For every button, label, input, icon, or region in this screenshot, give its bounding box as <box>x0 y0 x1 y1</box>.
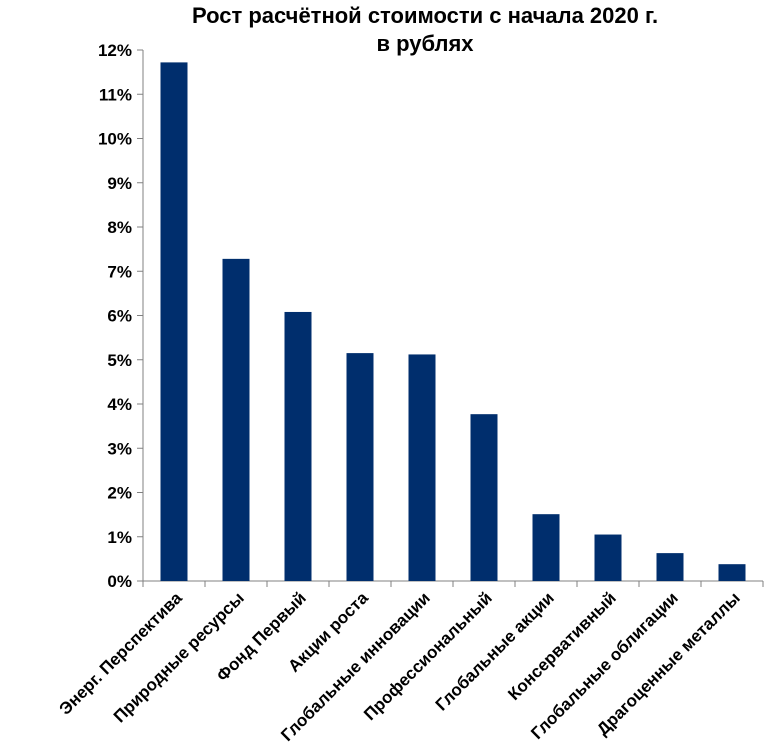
y-tick-label: 2% <box>107 484 132 503</box>
y-axis-tick-labels: 0% 1% 2% 3% 4% 5% 6% 7% 8% 9% 10% 11% 12% <box>98 41 132 591</box>
chart-title: Рост расчётной стоимости с начала 2020 г… <box>0 2 775 58</box>
x-category-label: Энерг. Перспектива <box>56 588 187 719</box>
y-tick-label: 12% <box>98 41 132 60</box>
x-category-label: Консервативный <box>504 588 620 704</box>
y-tick-label: 11% <box>99 85 132 104</box>
y-tick-label: 1% <box>107 528 132 547</box>
chart-bars <box>160 62 746 581</box>
bar <box>346 353 374 581</box>
bar <box>222 258 250 581</box>
y-tick-label: 4% <box>107 395 132 414</box>
bar <box>470 414 498 581</box>
y-tick-label: 8% <box>107 218 132 237</box>
bar <box>718 564 746 581</box>
y-tick-label: 10% <box>98 130 132 149</box>
y-tick-label: 0% <box>107 572 132 591</box>
chart-title-line-1: Рост расчётной стоимости с начала 2020 г… <box>191 3 659 28</box>
bar <box>594 534 622 581</box>
bar <box>160 62 188 581</box>
bar <box>284 311 312 581</box>
bar <box>656 553 684 581</box>
chart-title-line-2: в рублях <box>376 31 474 56</box>
y-tick-label: 5% <box>107 351 132 370</box>
x-category-label: Глобальные акции <box>432 588 558 714</box>
y-tick-label: 3% <box>107 439 132 458</box>
bar <box>532 514 560 581</box>
y-tick-label: 7% <box>107 262 132 281</box>
y-tick-label: 9% <box>107 174 132 193</box>
bar <box>408 354 436 581</box>
y-tick-label: 6% <box>107 307 132 326</box>
